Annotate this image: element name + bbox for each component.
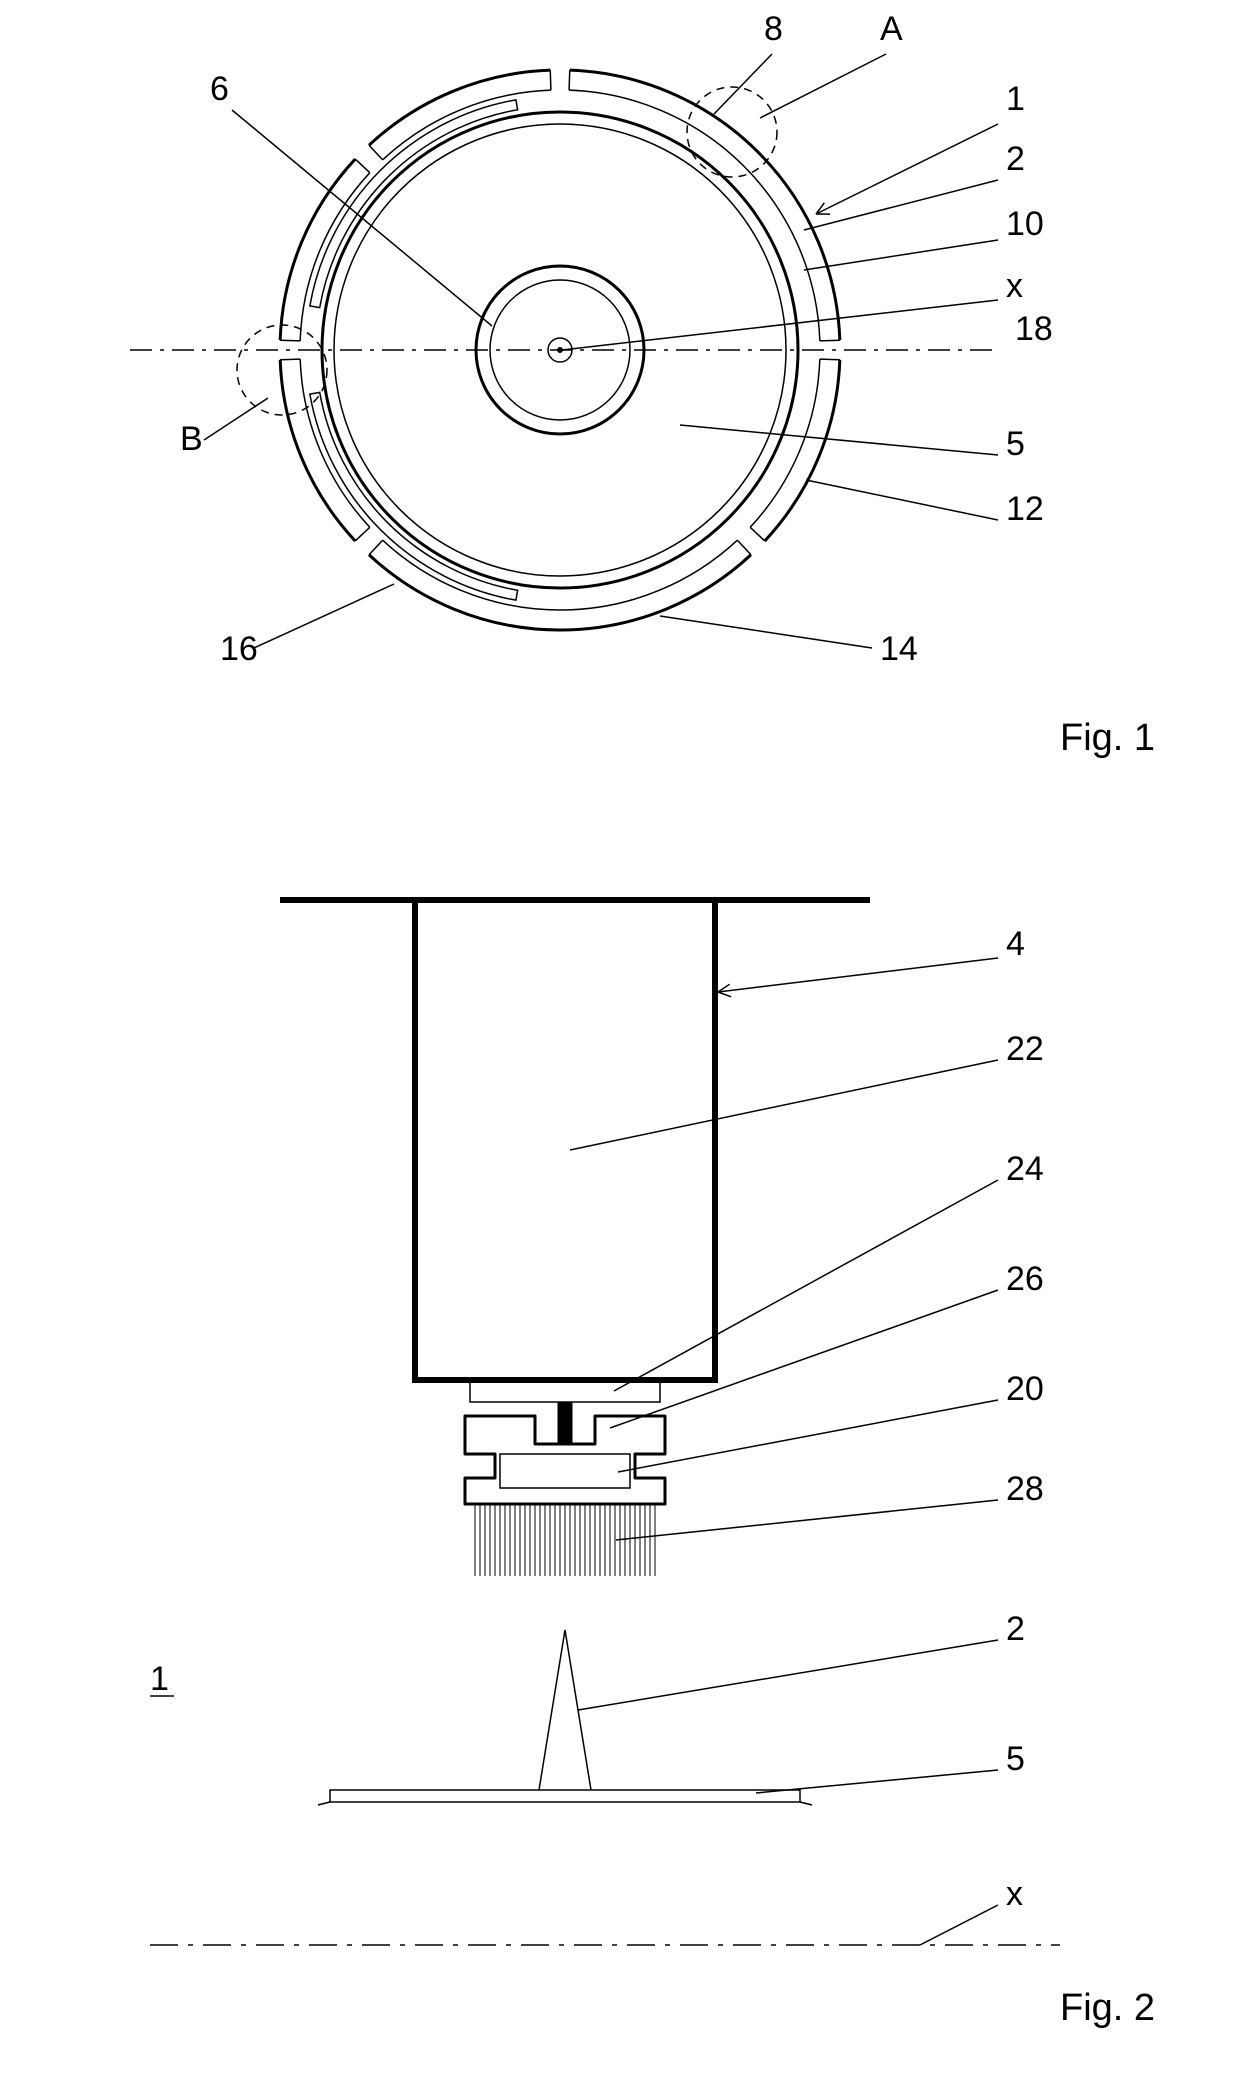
label-8: 8 xyxy=(764,10,783,48)
leader-2 xyxy=(578,1640,998,1710)
label-x: x xyxy=(1006,1875,1023,1913)
outer-ring-inner-segment xyxy=(750,359,820,527)
stem xyxy=(558,1402,572,1444)
figure-2-caption: Fig. 2 xyxy=(1060,1987,1155,2029)
label-24: 24 xyxy=(1006,1150,1044,1188)
arc-segment-16 xyxy=(310,100,518,308)
leader-6 xyxy=(232,110,492,326)
leader-24 xyxy=(614,1180,998,1391)
label-10: 10 xyxy=(1006,205,1044,243)
leader-5 xyxy=(680,425,998,455)
leader-22 xyxy=(570,1060,998,1150)
leader-x xyxy=(920,1905,998,1945)
leader-28 xyxy=(616,1500,998,1540)
label-6: 6 xyxy=(210,70,229,108)
ref-1: 1 xyxy=(150,1660,169,1698)
label-1: 1 xyxy=(1006,80,1025,118)
label-26: 26 xyxy=(1006,1260,1044,1298)
leader-12 xyxy=(806,480,998,520)
label-2: 2 xyxy=(1006,1610,1025,1648)
label-5: 5 xyxy=(1006,425,1025,463)
label-14: 14 xyxy=(880,630,918,668)
arc-segment-14 xyxy=(310,392,518,600)
leader-14 xyxy=(660,616,872,648)
label-4: 4 xyxy=(1006,925,1025,963)
leader-5 xyxy=(756,1770,998,1793)
leader-26 xyxy=(610,1290,998,1428)
label-22: 22 xyxy=(1006,1030,1044,1068)
label-16: 16 xyxy=(220,630,258,668)
leader-16 xyxy=(254,584,394,648)
label-5: 5 xyxy=(1006,1740,1025,1778)
step-24 xyxy=(470,1380,660,1402)
housing-22 xyxy=(415,900,715,1380)
leader-1 xyxy=(816,124,998,214)
leader-B xyxy=(204,398,268,440)
leader-4 xyxy=(718,958,998,992)
label-2: 2 xyxy=(1006,140,1025,178)
carrier-cavity-20 xyxy=(500,1454,630,1488)
spike-2 xyxy=(539,1630,591,1790)
label-20: 20 xyxy=(1006,1370,1044,1408)
label-x: x xyxy=(1006,267,1023,305)
outer-ring-segment xyxy=(570,70,840,340)
outer-ring-inner-segment xyxy=(569,90,820,341)
figure-1-caption: Fig. 1 xyxy=(1060,717,1155,759)
label-18: 18 xyxy=(1015,310,1053,348)
label-12: 12 xyxy=(1006,490,1044,528)
leader-x xyxy=(562,300,998,350)
label-B: B xyxy=(180,420,203,458)
leader-A xyxy=(760,54,886,118)
leader-10 xyxy=(804,240,998,270)
label-28: 28 xyxy=(1006,1470,1044,1508)
label-A: A xyxy=(880,10,903,48)
plate-5 xyxy=(330,1790,800,1802)
leader-8 xyxy=(714,54,772,114)
leader-20 xyxy=(618,1400,998,1472)
figure-2 xyxy=(150,900,1060,1945)
